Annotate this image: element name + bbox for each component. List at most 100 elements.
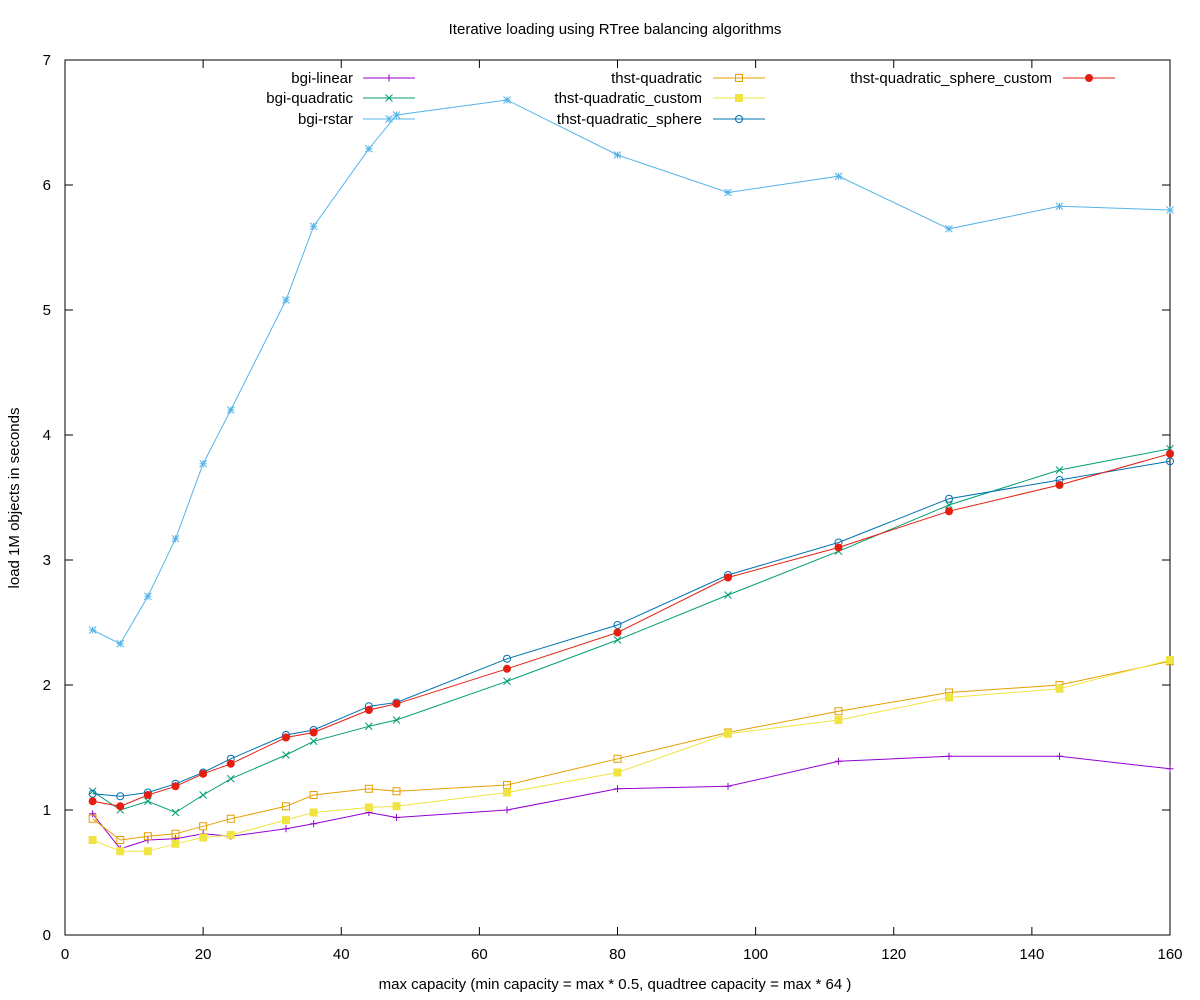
x-tick-label: 120 [881, 946, 906, 963]
data-point [364, 706, 373, 714]
data-point [282, 733, 290, 742]
data-point [88, 626, 97, 634]
data-point [171, 808, 180, 817]
data-point [226, 759, 235, 768]
data-point [309, 222, 318, 231]
x-tick-label: 160 [1157, 946, 1182, 963]
legend-marker [385, 115, 393, 123]
data-point [945, 501, 953, 509]
series-thst-quadratic_sphere [88, 457, 1174, 801]
data-point [834, 716, 843, 724]
data-point [724, 573, 732, 582]
data-point [1055, 466, 1064, 474]
legend-label: thst-quadratic [611, 70, 702, 87]
data-point [88, 814, 97, 823]
data-point [199, 791, 207, 799]
data-point [613, 768, 622, 777]
y-tick-label: 0 [43, 927, 51, 944]
data-point [1056, 752, 1063, 760]
data-point [613, 636, 622, 644]
data-point [116, 792, 125, 801]
data-point [364, 803, 373, 812]
data-point [503, 788, 511, 797]
x-tick-label: 140 [1019, 946, 1044, 963]
x-tick-label: 20 [195, 946, 212, 963]
legend-entry-bgi-rstar: bgi-rstar [298, 111, 415, 128]
legend-entry-thst-quadratic_custom: thst-quadratic_custom [554, 90, 765, 107]
data-point [614, 785, 621, 793]
data-point [945, 693, 953, 702]
data-point [945, 507, 953, 516]
legend-marker [385, 94, 393, 102]
data-point [503, 677, 511, 686]
series-line [92, 755, 1171, 850]
data-point [365, 144, 373, 153]
data-point [282, 816, 290, 824]
legend-marker [385, 74, 393, 82]
data-point [199, 769, 208, 778]
x-tick-label: 100 [743, 946, 768, 963]
data-point [834, 543, 843, 552]
data-point [503, 96, 511, 104]
series-line [92, 99, 1171, 645]
data-point [143, 832, 152, 841]
data-point [144, 797, 152, 806]
series-bgi-quadratic [88, 444, 1174, 817]
data-point [310, 820, 318, 828]
data-point [282, 296, 290, 304]
data-point [613, 151, 622, 159]
series-bgi-rstar [88, 96, 1174, 648]
data-point [1166, 206, 1174, 214]
legend-entry-thst-quadratic_sphere: thst-quadratic_sphere [557, 111, 765, 128]
series-line [92, 453, 1171, 807]
legend-label: bgi-rstar [298, 111, 353, 128]
y-axis-label: load 1M objects in seconds [6, 408, 23, 589]
legend-label: bgi-linear [291, 70, 353, 87]
y-tick-label: 2 [43, 677, 51, 694]
data-point [503, 806, 511, 814]
data-point [1055, 481, 1064, 489]
x-axis-label: max capacity (min capacity = max * 0.5, … [379, 976, 852, 993]
data-point [945, 494, 953, 503]
data-point [503, 654, 511, 663]
data-point [1055, 202, 1064, 211]
data-point [724, 782, 732, 790]
data-point [226, 814, 235, 823]
data-point [392, 787, 401, 796]
legend-label: thst-quadratic_sphere [557, 111, 702, 128]
data-point [309, 791, 318, 799]
data-point [365, 722, 373, 731]
data-point [724, 729, 732, 738]
data-point [392, 716, 401, 724]
data-point [171, 534, 180, 543]
data-point [143, 791, 152, 799]
series-thst-quadratic_sphere_custom [88, 449, 1174, 811]
data-point [171, 782, 180, 791]
data-point [116, 847, 125, 856]
legend-marker [1085, 74, 1093, 82]
data-point [835, 757, 842, 765]
data-point [199, 822, 208, 831]
y-tick-label: 6 [43, 177, 51, 194]
data-point [282, 825, 290, 833]
data-point [116, 802, 125, 811]
data-point [392, 699, 401, 708]
data-point [171, 829, 180, 838]
data-point [1166, 765, 1174, 773]
data-point [88, 797, 97, 806]
legend-label: thst-quadratic_custom [554, 90, 702, 107]
data-point [834, 172, 843, 181]
plot-frame [64, 59, 1171, 936]
data-point [1166, 656, 1174, 664]
chart-title: Iterative loading using RTree balancing … [449, 21, 782, 38]
legend-entry-thst-quadratic_sphere_custom: thst-quadratic_sphere_custom [850, 70, 1115, 87]
data-point [834, 707, 843, 716]
y-tick-label: 1 [43, 802, 51, 819]
x-tick-label: 40 [333, 946, 350, 963]
data-point [613, 628, 622, 637]
legend-label: bgi-quadratic [266, 90, 353, 107]
data-point [116, 639, 125, 648]
series-line [92, 660, 1171, 841]
data-point [226, 406, 235, 414]
